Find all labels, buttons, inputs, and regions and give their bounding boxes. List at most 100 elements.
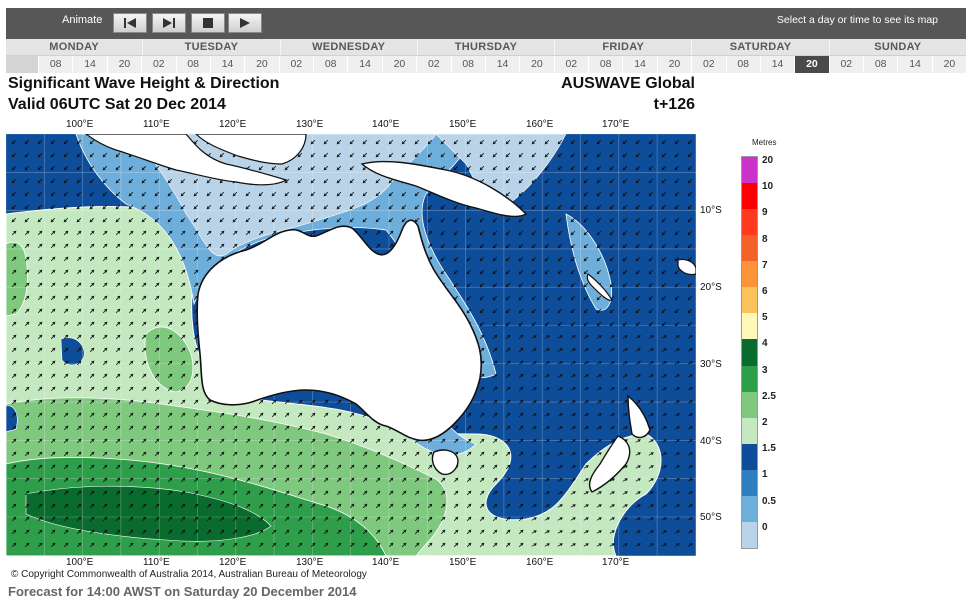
time-cell[interactable]: 02	[828, 56, 863, 73]
time-row-spacer	[6, 56, 38, 73]
wave-map-canvas	[6, 134, 696, 556]
lon-label-bottom: 140°E	[372, 557, 400, 568]
legend-swatch	[742, 261, 757, 288]
model-name: AUSWAVE Global	[561, 75, 695, 92]
legend-swatch	[742, 469, 757, 496]
lon-label-bottom: 120°E	[219, 557, 247, 568]
time-cell[interactable]: 02	[278, 56, 313, 73]
skip-forward-button[interactable]	[152, 13, 186, 33]
day-sunday[interactable]: SUNDAY	[874, 41, 922, 53]
time-cell[interactable]: 14	[622, 56, 656, 73]
wave-height-map[interactable]	[6, 134, 696, 556]
time-cell[interactable]: 14	[897, 56, 931, 73]
skip-back-button[interactable]	[113, 13, 147, 33]
time-cell[interactable]: 20	[381, 56, 416, 73]
lat-label: 40°S	[700, 436, 722, 447]
legend-label: 6	[762, 286, 768, 297]
lon-label-top: 160°E	[526, 119, 554, 130]
legend-swatch	[742, 391, 757, 418]
new-zealand-north-landmass	[627, 394, 651, 439]
time-cell[interactable]: 20	[106, 56, 141, 73]
legend-swatch	[742, 339, 757, 366]
skip-forward-icon	[163, 18, 175, 28]
day-saturday[interactable]: SATURDAY	[692, 39, 830, 55]
lat-label: 30°S	[700, 359, 722, 370]
day-wednesday[interactable]: WEDNESDAY	[281, 39, 418, 55]
time-cell[interactable]: 08	[450, 56, 485, 73]
play-button[interactable]	[228, 13, 262, 33]
australia-landmass	[196, 219, 483, 442]
zone-2-5m-west	[6, 241, 28, 317]
time-cell[interactable]: 20	[656, 56, 691, 73]
time-cell-selected[interactable]: 20	[794, 56, 829, 73]
legend-swatch	[742, 521, 757, 548]
time-cell[interactable]: 02	[553, 56, 588, 73]
lead-time: t+126	[653, 96, 695, 113]
indonesia-landmass	[84, 134, 288, 186]
legend-swatch	[742, 235, 757, 262]
legend-label: 1.5	[762, 443, 776, 455]
time-cell[interactable]: 08	[725, 56, 760, 73]
time-cell[interactable]: 14	[759, 56, 794, 73]
time-cell[interactable]: 14	[72, 56, 106, 73]
fiji-landmass	[677, 258, 696, 276]
stop-icon	[203, 18, 213, 28]
map-title: Significant Wave Height & Direction	[8, 75, 280, 92]
legend-swatch	[742, 157, 757, 184]
lon-label-bottom: 160°E	[526, 557, 554, 568]
legend-label: 0.5	[762, 495, 776, 507]
legend-label: 8	[762, 233, 768, 245]
lat-label: 20°S	[700, 282, 722, 293]
time-cell[interactable]: 20	[931, 56, 966, 73]
lon-label-top: 110°E	[143, 119, 170, 130]
time-cell[interactable]: 08	[38, 56, 72, 73]
legend-label: 5	[762, 312, 768, 324]
day-tuesday[interactable]: TUESDAY	[143, 39, 281, 55]
time-selector: 08 14 20 02 08 14 20 02 08 14 20 02 08 14 20 02 08 14 20 02…	[6, 56, 966, 73]
time-cell[interactable]: 02	[691, 56, 725, 73]
time-cell[interactable]: 14	[209, 56, 244, 73]
new-zealand-south-landmass	[588, 435, 631, 493]
lon-label-bottom: 150°E	[449, 557, 477, 568]
zone-1-5m-patch-w	[6, 405, 18, 433]
time-cell[interactable]: 08	[313, 56, 347, 73]
time-cell[interactable]: 08	[588, 56, 622, 73]
time-cell[interactable]: 14	[347, 56, 381, 73]
copyright-notice: © Copyright Commonwealth of Australia 20…	[11, 569, 367, 580]
legend-label: 10	[762, 181, 774, 193]
lon-label-bottom: 130°E	[296, 557, 324, 568]
lon-label-top: 100°E	[66, 119, 94, 130]
time-cell[interactable]: 08	[863, 56, 897, 73]
lon-label-top: 120°E	[219, 119, 247, 130]
legend-swatch	[742, 365, 757, 392]
day-friday[interactable]: FRIDAY	[555, 39, 693, 55]
legend-swatch	[742, 417, 757, 444]
legend-swatch	[742, 443, 757, 470]
time-cell[interactable]: 20	[519, 56, 553, 73]
time-cell[interactable]: 02	[416, 56, 450, 73]
time-cell[interactable]: 08	[175, 56, 210, 73]
lon-label-top: 130°E	[296, 119, 324, 130]
lon-label-top: 150°E	[449, 119, 477, 130]
legend-label: 0	[762, 521, 768, 533]
legend-swatch	[742, 313, 757, 340]
skip-back-icon	[124, 18, 136, 28]
day-monday[interactable]: MONDAY	[6, 39, 144, 55]
valid-time: Valid 06UTC Sat 20 Dec 2014	[8, 96, 226, 113]
stop-button[interactable]	[191, 13, 225, 33]
lon-label-bottom: 110°E	[143, 557, 170, 568]
day-thursday[interactable]: THURSDAY	[418, 39, 556, 55]
legend-swatch	[742, 495, 757, 522]
legend-label: 2.5	[762, 390, 776, 402]
tasmania-landmass	[431, 449, 459, 476]
lon-label-bottom: 100°E	[66, 557, 94, 568]
legend-label: 2	[762, 417, 768, 428]
time-cell[interactable]: 02	[141, 56, 175, 73]
time-cell[interactable]: 14	[484, 56, 519, 73]
legend-label: 9	[762, 207, 768, 219]
time-cell[interactable]: 20	[244, 56, 278, 73]
animation-toolbar: Animate Select a day or time to see its …	[6, 8, 966, 39]
legend-label: 7	[762, 259, 768, 271]
select-hint: Select a day or time to see its map	[776, 14, 938, 26]
lat-label: 10°S	[700, 205, 722, 216]
